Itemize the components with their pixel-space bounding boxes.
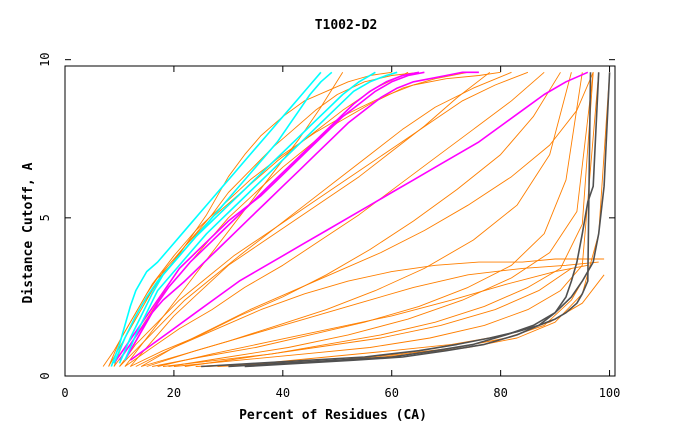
chart-title: T1002-D2 [315,18,378,33]
series-line-orange-10 [173,72,600,367]
y-tick-label: 5 [38,214,52,221]
x-tick-label: 60 [385,386,399,400]
x-tick-label: 0 [61,386,68,400]
series-line-orange-21 [140,72,594,367]
x-axis-label: Percent of Residues (CA) [239,408,427,423]
series-line-cyan-4 [124,71,398,361]
y-tick-label: 0 [38,372,52,379]
plot-area [102,71,611,368]
series-line-orange-05 [124,71,545,367]
x-tick-label: 80 [493,386,507,400]
series-line-orange-04 [119,71,512,367]
series-line-orange-08 [152,72,583,367]
series-line-orange-22 [217,72,611,367]
series-line-orange-09 [162,72,594,367]
y-axis-label: Distance Cutoff, A [21,162,36,303]
series-line-magenta-2 [118,71,479,361]
plot-frame [64,65,616,377]
series-line-orange-13 [157,264,588,367]
series-line-orange-20 [119,71,529,367]
y-tick-label: 10 [38,52,52,66]
series-line-orange-14 [184,268,572,367]
y-axis: 0 5 10 [38,52,615,380]
x-axis: 0 20 40 60 80 100 [61,66,620,400]
x-tick-label: 40 [276,386,290,400]
series-line-orange-02 [108,71,420,367]
series-line-cyan-1 [110,71,322,367]
series-line-gray-2 [228,72,611,368]
series-line-cyan-2 [113,71,333,364]
series-line-orange-12 [146,261,599,367]
series-line-orange-24 [168,72,594,367]
x-tick-label: 100 [599,386,621,400]
series-line-magenta-3 [124,71,420,361]
series-line-cyan-3 [118,71,376,364]
series-line-orange-16 [108,71,501,367]
series-line-gray-3 [244,72,600,368]
x-tick-label: 20 [167,386,181,400]
series-line-orange-11 [135,258,605,367]
series-line-orange-03 [113,71,469,367]
series-line-magenta-4 [129,71,589,361]
series-line-orange-23 [124,72,344,367]
